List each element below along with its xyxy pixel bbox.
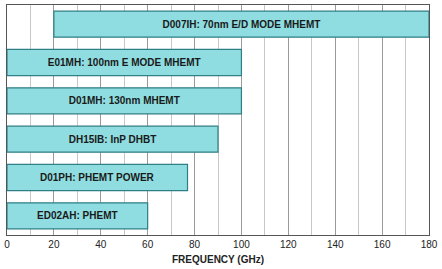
svg-text:140: 140 — [327, 239, 344, 250]
svg-text:80: 80 — [189, 239, 201, 250]
svg-text:40: 40 — [95, 239, 107, 250]
svg-text:ED02AH: PHEMT: ED02AH: PHEMT — [37, 210, 118, 221]
svg-text:E01MH: 100nm E MODE MHEMT: E01MH: 100nm E MODE MHEMT — [48, 57, 201, 68]
svg-text:DH15IB: InP DHBT: DH15IB: InP DHBT — [69, 134, 157, 145]
svg-text:120: 120 — [280, 239, 297, 250]
svg-text:D01PH: PHEMT POWER: D01PH: PHEMT POWER — [40, 172, 155, 183]
svg-text:20: 20 — [48, 239, 60, 250]
svg-text:0: 0 — [4, 239, 10, 250]
svg-text:D01MH: 130nm MHEMT: D01MH: 130nm MHEMT — [69, 95, 180, 106]
svg-text:180: 180 — [421, 239, 438, 250]
svg-text:160: 160 — [374, 239, 391, 250]
svg-text:60: 60 — [142, 239, 154, 250]
svg-text:FREQUENCY (GHz): FREQUENCY (GHz) — [172, 254, 264, 265]
svg-text:D007IH: 70nm E/D MODE MHEMT: D007IH: 70nm E/D MODE MHEMT — [163, 19, 321, 30]
svg-text:100: 100 — [233, 239, 250, 250]
